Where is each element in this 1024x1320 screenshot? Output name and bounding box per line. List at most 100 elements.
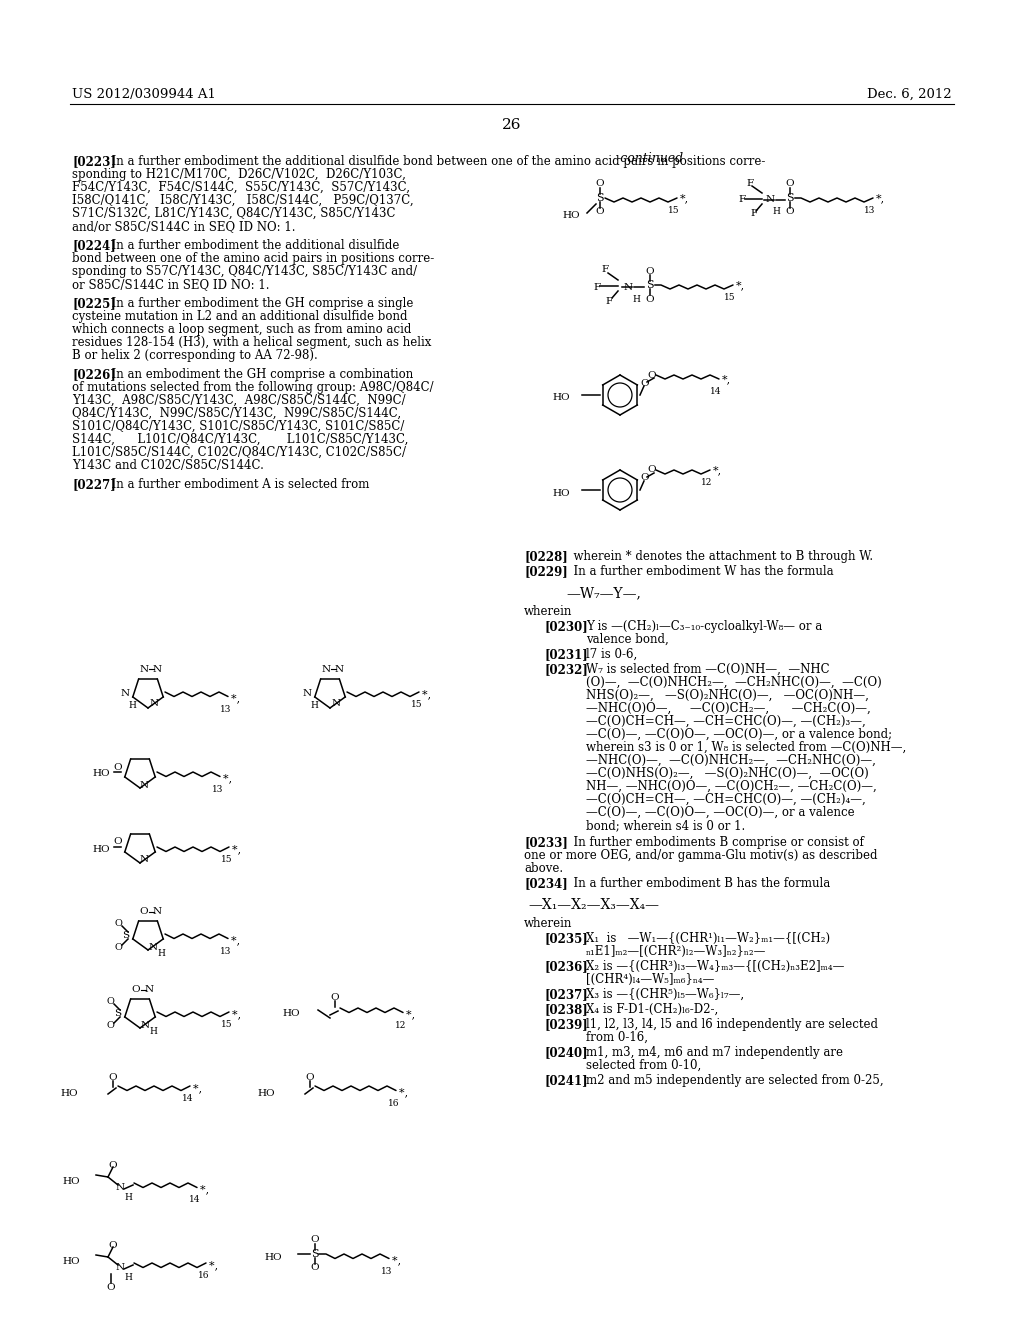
Text: S: S	[123, 932, 130, 940]
Text: of mutations selected from the following group: A98C/Q84C/: of mutations selected from the following…	[72, 381, 433, 393]
Text: 15: 15	[221, 1020, 232, 1030]
Text: H: H	[124, 1192, 132, 1201]
Text: In a further embodiment B has the formula: In a further embodiment B has the formul…	[566, 876, 830, 890]
Text: N: N	[153, 908, 162, 916]
Text: 15: 15	[724, 293, 736, 302]
Text: [0227]: [0227]	[72, 478, 116, 491]
Text: N: N	[765, 195, 774, 205]
Text: N: N	[139, 780, 148, 789]
Text: —C(O)—, —C(O)O—, —OC(O)—, or a valence: —C(O)—, —C(O)O—, —OC(O)—, or a valence	[586, 807, 855, 818]
Text: HO: HO	[62, 1257, 80, 1266]
Text: O: O	[139, 907, 148, 916]
Text: O: O	[109, 1160, 118, 1170]
Text: W₇ is selected from —C(O)NH—,  —NHC: W₇ is selected from —C(O)NH—, —NHC	[586, 663, 829, 676]
Text: [(CHR⁴)ₗ₄—W₅]ₘ₆}ₙ₄—: [(CHR⁴)ₗ₄—W₅]ₘ₆}ₙ₄—	[586, 973, 715, 986]
Text: 13: 13	[220, 705, 231, 714]
Text: H: H	[632, 294, 640, 304]
Text: S: S	[786, 193, 794, 203]
Text: HO: HO	[283, 1008, 300, 1018]
Text: HO: HO	[552, 393, 570, 403]
Text: 15: 15	[221, 855, 232, 865]
Text: m1, m3, m4, m6 and m7 independently are: m1, m3, m4, m6 and m7 independently are	[586, 1045, 843, 1059]
Text: X₂ is —{(CHR³)ₗ₃—W₄}ₘ₃—{[(CH₂)ₙ₃E2]ₘ₄—: X₂ is —{(CHR³)ₗ₃—W₄}ₘ₃—{[(CH₂)ₙ₃E2]ₘ₄—	[586, 960, 845, 973]
Text: *,: *,	[722, 374, 731, 384]
Text: above.: above.	[524, 862, 563, 875]
Text: —C(O)CH=CH—, —CH=CHC(O)—, —(CH₂)₃—,: —C(O)CH=CH—, —CH=CHC(O)—, —(CH₂)₃—,	[586, 715, 865, 729]
Text: O: O	[331, 994, 339, 1002]
Text: N: N	[116, 1262, 125, 1271]
Text: S71C/S132C, L81C/Y143C, Q84C/Y143C, S85C/Y143C: S71C/S132C, L81C/Y143C, Q84C/Y143C, S85C…	[72, 207, 395, 220]
Text: *,: *,	[193, 1082, 206, 1093]
Text: O: O	[646, 294, 654, 304]
Text: Y143C,  A98C/S85C/Y143C,  A98C/S85C/S144C,  N99C/: Y143C, A98C/S85C/Y143C, A98C/S85C/S144C,…	[72, 393, 406, 407]
Text: *,: *,	[399, 1088, 412, 1097]
Text: H: H	[128, 701, 136, 710]
Text: HO: HO	[257, 1089, 275, 1097]
Text: which connects a loop segment, such as from amino acid: which connects a loop segment, such as f…	[72, 323, 412, 337]
Text: or S85C/S144C in SEQ ID NO: 1.: or S85C/S144C in SEQ ID NO: 1.	[72, 279, 269, 290]
Text: l7 is 0-6,: l7 is 0-6,	[586, 648, 637, 661]
Text: *,: *,	[231, 936, 244, 945]
Text: In a further embodiment the GH comprise a single: In a further embodiment the GH comprise …	[104, 297, 414, 310]
Text: [0232]: [0232]	[544, 663, 588, 676]
Text: In an embodiment the GH comprise a combination: In an embodiment the GH comprise a combi…	[104, 368, 414, 381]
Text: and/or S85C/S144C in SEQ ID NO: 1.: and/or S85C/S144C in SEQ ID NO: 1.	[72, 220, 296, 234]
Text: US 2012/0309944 A1: US 2012/0309944 A1	[72, 88, 216, 102]
Text: O: O	[114, 920, 122, 928]
Text: one or more OEG, and/or gamma-Glu motiv(s) as described: one or more OEG, and/or gamma-Glu motiv(…	[524, 849, 878, 862]
Text: N: N	[302, 689, 311, 698]
Text: O: O	[641, 474, 649, 483]
Text: —C(O)—, —C(O)O—, —OC(O)—, or a valence bond;: —C(O)—, —C(O)O—, —OC(O)—, or a valence b…	[586, 729, 892, 741]
Text: S144C,      L101C/Q84C/Y143C,       L101C/S85C/Y143C,: S144C, L101C/Q84C/Y143C, L101C/S85C/Y143…	[72, 433, 409, 446]
Text: F: F	[594, 282, 600, 292]
Text: *,: *,	[406, 1010, 419, 1019]
Text: O: O	[106, 1283, 116, 1291]
Text: 15: 15	[669, 206, 680, 215]
Text: HO: HO	[264, 1254, 282, 1262]
Text: O: O	[114, 944, 122, 953]
Text: Y143C and C102C/S85C/S144C.: Y143C and C102C/S85C/S144C.	[72, 459, 264, 473]
Text: [0235]: [0235]	[544, 932, 588, 945]
Text: In a further embodiment A is selected from: In a further embodiment A is selected fr…	[104, 478, 370, 491]
Text: O: O	[648, 371, 656, 380]
Text: O: O	[109, 1241, 118, 1250]
Text: L101C/S85C/S144C, C102C/Q84C/Y143C, C102C/S85C/: L101C/S85C/S144C, C102C/Q84C/Y143C, C102…	[72, 446, 406, 459]
Text: *,: *,	[876, 193, 885, 203]
Text: O: O	[310, 1236, 319, 1245]
Text: B or helix 2 (corresponding to AA 72-98).: B or helix 2 (corresponding to AA 72-98)…	[72, 348, 317, 362]
Text: H: H	[124, 1272, 132, 1282]
Text: I58C/Q141C,   I58C/Y143C,   I58C/S144C,   P59C/Q137C,: I58C/Q141C, I58C/Y143C, I58C/S144C, P59C…	[72, 194, 414, 207]
Text: N: N	[140, 1020, 150, 1030]
Text: *,: *,	[713, 465, 722, 475]
Text: -continued: -continued	[616, 152, 684, 165]
Text: N: N	[144, 986, 154, 994]
Text: HO: HO	[92, 845, 110, 854]
Text: [0231]: [0231]	[544, 648, 588, 661]
Text: O: O	[648, 466, 656, 474]
Text: residues 128-154 (H3), with a helical segment, such as helix: residues 128-154 (H3), with a helical se…	[72, 337, 431, 348]
Text: N: N	[332, 700, 341, 709]
Text: [0233]: [0233]	[524, 836, 568, 849]
Text: HO: HO	[60, 1089, 78, 1097]
Text: 12: 12	[701, 478, 713, 487]
Text: X₁  is   —W₁—{(CHR¹)ₗ₁—W₂}ₘ₁—{[(CH₂): X₁ is —W₁—{(CHR¹)ₗ₁—W₂}ₘ₁—{[(CH₂)	[586, 932, 830, 945]
Text: F: F	[746, 178, 754, 187]
Text: 12: 12	[395, 1020, 407, 1030]
Text: [0225]: [0225]	[72, 297, 116, 310]
Text: *,: *,	[232, 843, 245, 854]
Text: O: O	[109, 1073, 118, 1082]
Text: m2 and m5 independently are selected from 0-25,: m2 and m5 independently are selected fro…	[586, 1074, 884, 1086]
Text: O: O	[114, 763, 122, 771]
Text: S: S	[596, 193, 604, 203]
Text: O: O	[785, 180, 795, 189]
Text: —NHC(O)O—,     —C(O)CH₂—,      —CH₂C(O)—,: —NHC(O)O—, —C(O)CH₂—, —CH₂C(O)—,	[586, 702, 870, 715]
Text: wherein s3 is 0 or 1, W₈ is selected from —C(O)NH—,: wherein s3 is 0 or 1, W₈ is selected fro…	[586, 741, 906, 754]
Text: N: N	[139, 855, 148, 865]
Text: *,: *,	[200, 1184, 213, 1195]
Text: N: N	[121, 689, 130, 698]
Text: N: N	[116, 1183, 125, 1192]
Text: S: S	[646, 280, 653, 290]
Text: N: N	[322, 664, 331, 673]
Text: O: O	[596, 180, 604, 189]
Text: sponding to H21C/M170C,  D26C/V102C,  D26C/Y103C,: sponding to H21C/M170C, D26C/V102C, D26C…	[72, 168, 406, 181]
